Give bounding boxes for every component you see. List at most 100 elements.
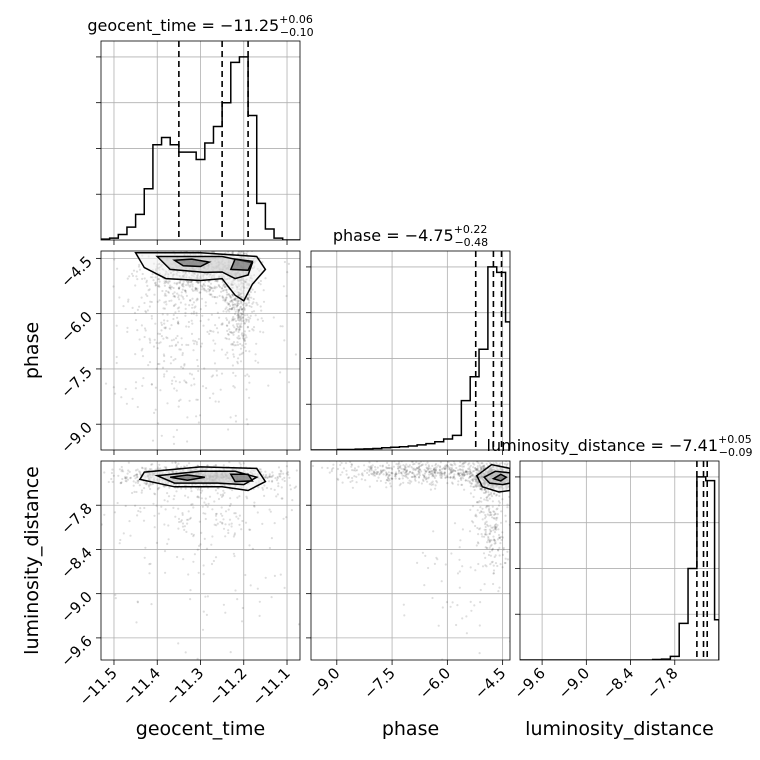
- scatter-point: [426, 461, 429, 464]
- scatter-point: [204, 280, 207, 283]
- scatter-point: [180, 294, 183, 297]
- scatter-point: [236, 343, 240, 346]
- scatter-point: [330, 468, 334, 471]
- scatter-point: [477, 483, 480, 486]
- scatter-point: [435, 468, 438, 471]
- scatter-point: [451, 481, 454, 484]
- scatter-point: [266, 476, 269, 479]
- scatter-point: [170, 324, 173, 327]
- scatter-point: [480, 487, 483, 491]
- scatter-point: [211, 508, 214, 511]
- scatter-point: [282, 472, 285, 475]
- scatter-point: [252, 242, 254, 244]
- scatter-point: [285, 294, 288, 298]
- scatter-point: [279, 469, 282, 472]
- scatter-point: [406, 477, 409, 480]
- scatter-point: [232, 298, 235, 301]
- scatter-point: [146, 482, 149, 485]
- scatter-point: [136, 405, 139, 409]
- scatter-point: [417, 481, 420, 484]
- scatter-point: [275, 479, 279, 482]
- scatter-point: [355, 481, 358, 484]
- scatter-point: [472, 462, 475, 465]
- scatter-point: [411, 457, 413, 459]
- scatter-point: [183, 528, 186, 532]
- scatter-point: [167, 291, 170, 294]
- scatter-point: [181, 353, 184, 357]
- scatter-point: [417, 476, 421, 479]
- scatter-point: [467, 463, 470, 466]
- scatter-point: [497, 533, 501, 537]
- scatter-point: [375, 472, 378, 475]
- scatter-point: [477, 470, 480, 473]
- scatter-point: [205, 547, 209, 550]
- scatter-point: [496, 524, 499, 527]
- scatter-point: [243, 302, 246, 305]
- scatter-point: [189, 516, 192, 520]
- scatter-point: [404, 466, 407, 469]
- scatter-point: [498, 554, 501, 557]
- scatter-point: [200, 497, 203, 500]
- scatter-point: [477, 481, 480, 484]
- scatter-point: [237, 231, 239, 233]
- scatter-point: [330, 470, 333, 473]
- scatter-point: [278, 474, 281, 477]
- scatter-point: [388, 467, 391, 470]
- scatter-point: [169, 288, 172, 291]
- scatter-point: [163, 322, 166, 325]
- scatter-point: [414, 469, 417, 472]
- scatter-point: [482, 467, 485, 470]
- scatter-point: [144, 546, 147, 549]
- scatter-point: [151, 483, 154, 486]
- scatter-point: [423, 476, 426, 479]
- scatter-point: [163, 284, 166, 287]
- scatter-point: [198, 291, 201, 294]
- scatter-point: [186, 282, 189, 285]
- scatter-point: [505, 463, 508, 467]
- scatter-point: [234, 310, 237, 313]
- scatter-point: [149, 487, 152, 491]
- scatter-point: [260, 317, 263, 320]
- scatter-point: [127, 461, 130, 464]
- scatter-point: [501, 531, 504, 534]
- scatter-point: [463, 473, 466, 476]
- scatter-point: [110, 471, 113, 475]
- scatter-point: [193, 342, 196, 345]
- scatter-point: [448, 472, 451, 476]
- scatter-point: [187, 496, 190, 499]
- scatter-point: [259, 247, 261, 249]
- scatter-point: [391, 477, 394, 480]
- scatter-point: [244, 521, 248, 524]
- scatter-point: [469, 600, 472, 604]
- scatter-point: [351, 469, 354, 472]
- scatter-point: [231, 489, 234, 492]
- scatter-point: [355, 475, 358, 478]
- scatter-point: [240, 333, 243, 336]
- scatter-point: [484, 532, 487, 536]
- scatter-point: [251, 547, 254, 551]
- scatter-point: [195, 415, 198, 418]
- scatter-point: [489, 513, 492, 517]
- scatter-point: [454, 469, 457, 473]
- scatter-point: [493, 517, 496, 520]
- scatter-point: [406, 473, 409, 476]
- scatter-point: [243, 346, 246, 349]
- scatter-point: [239, 360, 243, 363]
- scatter-point: [228, 504, 231, 508]
- scatter-point: [476, 467, 479, 470]
- scatter-point: [237, 313, 240, 316]
- scatter-point: [369, 466, 372, 469]
- scatter-point: [403, 474, 406, 477]
- scatter-point: [255, 301, 258, 304]
- scatter-point: [199, 543, 202, 546]
- scatter-point: [211, 245, 213, 247]
- scatter-point: [385, 472, 388, 475]
- scatter-point: [461, 473, 464, 476]
- scatter-point: [488, 541, 491, 544]
- scatter-point: [214, 324, 217, 327]
- scatter-point: [174, 249, 176, 251]
- scatter-point: [357, 465, 360, 468]
- scatter-point: [132, 480, 135, 483]
- scatter-point: [470, 478, 473, 481]
- scatter-point: [209, 286, 212, 289]
